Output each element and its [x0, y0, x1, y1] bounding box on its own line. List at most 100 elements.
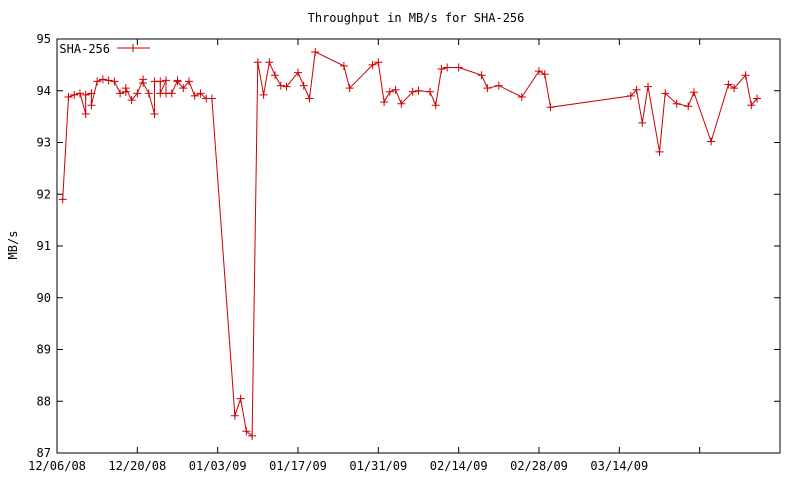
- legend-marker-sha-256: [129, 44, 137, 52]
- data-point: [414, 86, 423, 95]
- data-point: [385, 87, 394, 96]
- data-point: [64, 92, 73, 101]
- data-point: [345, 84, 354, 93]
- data-point: [540, 70, 549, 79]
- y-tick-label: 89: [37, 343, 51, 357]
- y-tick-label: 93: [37, 136, 51, 150]
- data-point: [368, 60, 377, 69]
- data-point: [121, 84, 130, 93]
- data-point: [81, 110, 90, 119]
- y-tick-label: 95: [37, 32, 51, 46]
- legend-point-marker: [129, 44, 137, 52]
- y-tick-label: 88: [37, 394, 51, 408]
- data-point: [294, 68, 302, 77]
- x-tick-label: 01/17/09: [269, 459, 327, 473]
- data-point: [156, 77, 165, 86]
- chart-title: Throughput in MB/s for SHA-256: [308, 11, 525, 25]
- data-point: [265, 58, 274, 67]
- x-tick-label: 01/03/09: [189, 459, 247, 473]
- data-point: [747, 101, 756, 110]
- y-tick-label: 94: [37, 84, 51, 98]
- data-point: [271, 71, 280, 80]
- data-point: [248, 431, 257, 440]
- data-point: [93, 77, 102, 86]
- data-point: [339, 61, 348, 70]
- data-point: [190, 91, 199, 100]
- data-point: [391, 85, 400, 94]
- data-point: [741, 71, 750, 80]
- data-point: [730, 84, 739, 93]
- series-group: [58, 47, 762, 440]
- legend-label-sha-256: SHA-256: [59, 42, 110, 56]
- data-point: [431, 101, 440, 110]
- x-tick-label: 01/31/09: [349, 459, 407, 473]
- data-point: [139, 78, 148, 87]
- data-point: [689, 88, 698, 97]
- data-point: [494, 81, 503, 90]
- plot-frame: [56, 38, 781, 454]
- data-point: [311, 47, 320, 56]
- x-tick-label: 03/14/09: [590, 459, 648, 473]
- data-point: [150, 110, 159, 119]
- data-point: [661, 89, 670, 98]
- data-point: [644, 82, 653, 91]
- data-point: [299, 81, 308, 90]
- data-point: [437, 65, 446, 74]
- data-point: [144, 89, 153, 98]
- x-tick-label: 12/20/08: [108, 459, 166, 473]
- data-point: [483, 84, 492, 93]
- data-point: [104, 76, 113, 85]
- data-point: [408, 87, 417, 96]
- y-tick-label: 90: [37, 291, 51, 305]
- y-ticks: 87 88 89 90 91 92 93 94 95: [37, 32, 780, 460]
- data-point: [443, 63, 452, 72]
- series-line-sha-256: [62, 51, 758, 437]
- data-point: [116, 89, 125, 98]
- data-point: [632, 85, 641, 94]
- data-point: [196, 89, 205, 98]
- data-point: [276, 81, 285, 90]
- data-point: [724, 80, 733, 89]
- x-tick-label: 02/14/09: [430, 459, 488, 473]
- data-point: [173, 77, 182, 86]
- data-point: [684, 102, 693, 111]
- data-point: [454, 63, 463, 72]
- data-point: [397, 99, 406, 108]
- data-point: [477, 71, 486, 80]
- data-point: [425, 87, 434, 96]
- x-ticks: 12/06/08 12/20/08 01/03/09 01/17/09 01/31/09…: [28, 39, 701, 473]
- data-point: [517, 92, 526, 101]
- y-tick-label: 92: [37, 187, 51, 201]
- data-point: [259, 90, 268, 99]
- data-point: [638, 118, 647, 127]
- data-point: [242, 427, 251, 436]
- data-point: [167, 89, 176, 98]
- data-point: [305, 94, 314, 103]
- x-tick-label: 12/06/08: [28, 459, 86, 473]
- data-point: [162, 76, 171, 85]
- data-point: [546, 103, 555, 112]
- data-point: [87, 101, 96, 110]
- y-tick-label: 87: [37, 446, 51, 460]
- data-point: [380, 98, 389, 107]
- data-point: [535, 67, 543, 76]
- data-point: [236, 394, 245, 403]
- data-point: [707, 137, 716, 146]
- data-point: [133, 89, 142, 98]
- data-point: [672, 99, 681, 108]
- data-point: [374, 58, 383, 67]
- data-point: [253, 58, 262, 67]
- data-point: [753, 94, 762, 103]
- data-point: [184, 77, 193, 86]
- data-point: [110, 77, 119, 86]
- x-tick-label: 02/28/09: [510, 459, 568, 473]
- data-point: [179, 84, 188, 93]
- y-axis-label: MB/s: [6, 231, 20, 260]
- data-point: [98, 75, 107, 84]
- data-point: [87, 89, 96, 98]
- data-point: [58, 195, 67, 204]
- y-tick-label: 91: [37, 239, 51, 253]
- data-point: [81, 90, 90, 99]
- data-point: [70, 90, 79, 99]
- data-point: [127, 96, 136, 105]
